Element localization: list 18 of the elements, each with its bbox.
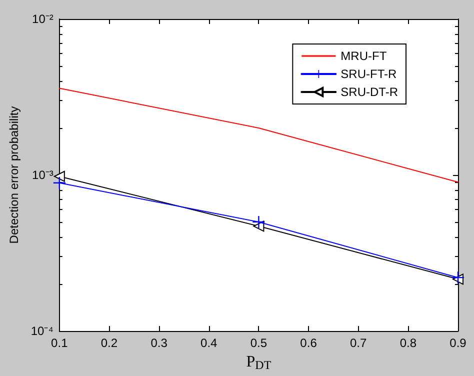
y-tick-label: 10⁻³	[32, 168, 54, 182]
x-tick-label: 0.1	[51, 336, 68, 350]
x-tick-label: 0.6	[300, 336, 318, 350]
x-tick-label: 0.4	[200, 336, 218, 350]
y-axis-title: Detection error probability	[7, 106, 21, 244]
point	[252, 216, 265, 228]
x-tick-label: 0.7	[350, 336, 368, 350]
x-tick-label: 0.5	[250, 336, 268, 350]
legend-label: SRU-FT-R	[340, 67, 397, 81]
x-tick-label: 0.3	[150, 336, 168, 350]
y-tick-label: 10⁻²	[32, 12, 54, 26]
x-tick-label: 0.2	[100, 336, 118, 350]
legend-label: SRU-DT-R	[340, 85, 398, 99]
x-tick-label: 0.9	[450, 336, 467, 350]
y-tick-label: 10⁻⁴	[30, 324, 54, 338]
x-tick-label: 0.8	[400, 336, 417, 350]
legend-label: MRU-FT	[340, 49, 388, 63]
point	[54, 170, 65, 182]
